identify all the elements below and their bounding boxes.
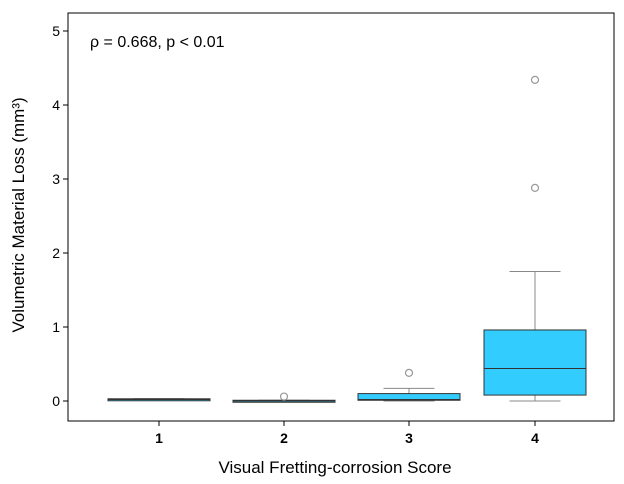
correlation-annotation: ρ = 0.668, p < 0.01 xyxy=(90,34,225,51)
box xyxy=(484,330,586,395)
x-tick-label: 3 xyxy=(405,430,413,446)
x-axis-title: Visual Fretting-corrosion Score xyxy=(218,458,451,477)
x-axis-ticks: 1 2 3 4 xyxy=(155,421,539,446)
y-axis-ticks: 0 1 2 3 4 5 xyxy=(52,23,68,409)
y-tick-label: 4 xyxy=(52,97,60,113)
y-tick-label: 3 xyxy=(52,171,60,187)
outlier-point xyxy=(532,184,539,191)
y-tick-label: 1 xyxy=(52,319,60,335)
outlier-point xyxy=(406,369,413,376)
boxes-layer xyxy=(108,76,586,402)
y-tick-label: 0 xyxy=(52,393,60,409)
outlier-point xyxy=(532,76,539,83)
y-tick-label: 5 xyxy=(52,23,60,39)
outlier-point xyxy=(281,393,288,400)
x-tick-label: 1 xyxy=(155,430,163,446)
x-tick-label: 2 xyxy=(280,430,288,446)
y-axis-title: Volumetric Material Loss (mm³) xyxy=(9,97,28,332)
x-tick-label: 4 xyxy=(531,430,539,446)
y-tick-label: 2 xyxy=(52,245,60,261)
